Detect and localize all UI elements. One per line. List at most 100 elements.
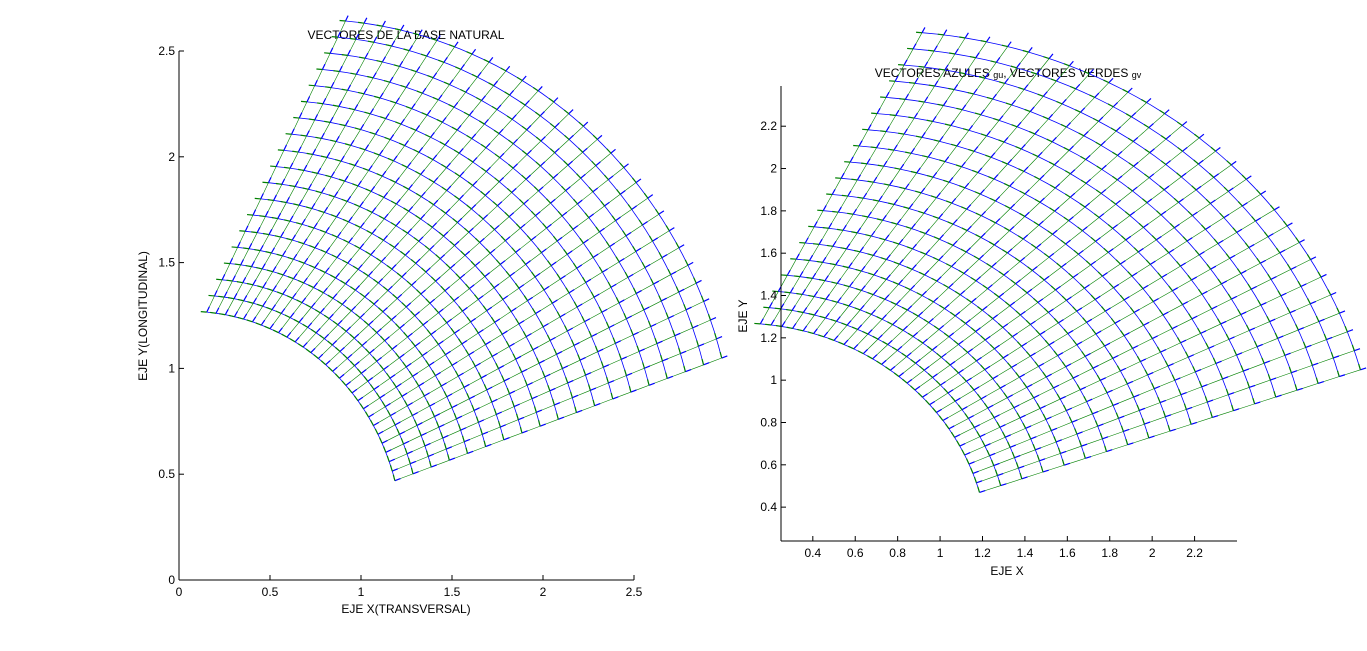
vector-gv (466, 51, 473, 55)
vector-gv (958, 185, 966, 189)
vector-gv (636, 345, 640, 352)
vector-gu (585, 372, 592, 376)
vector-gu (496, 104, 502, 110)
vector-gv (1061, 361, 1067, 368)
x-tick-label: 1.6 (1059, 546, 1076, 560)
vector-gu (1228, 392, 1235, 396)
vector-gu (903, 128, 908, 135)
vector-gu (1105, 307, 1111, 312)
vector-gv (938, 415, 944, 421)
vector-gu (347, 84, 351, 91)
vector-gv (899, 186, 906, 190)
vector-gu (1084, 352, 1091, 357)
vector-gu (1236, 352, 1243, 356)
vector-gu (1075, 83, 1081, 90)
vector-gu (1172, 287, 1178, 292)
vector-gv (1125, 113, 1132, 118)
vector-gv (1307, 298, 1311, 305)
vector-gu (837, 206, 842, 213)
vector-gu (525, 333, 532, 338)
vector-gu (840, 172, 845, 179)
vector-gu (277, 213, 282, 219)
vector-gv (427, 75, 434, 79)
vector-gu (895, 110, 900, 116)
vector-gu (424, 442, 431, 447)
vector-gu (407, 402, 413, 407)
vector-gu (1180, 339, 1187, 344)
vector-gu (1191, 315, 1198, 320)
vector-gu (396, 293, 403, 299)
y-tick-label: 0 (168, 573, 175, 587)
vector-gu (991, 262, 997, 268)
vector-gv (908, 81, 915, 84)
vector-gu (453, 296, 460, 302)
vector-gv (1297, 280, 1302, 287)
vector-gu (1164, 109, 1170, 115)
vector-gu (802, 307, 808, 313)
vector-gv (500, 67, 507, 72)
vector-gv (354, 224, 361, 228)
vector-gv (532, 308, 537, 314)
vector-gu (1070, 169, 1076, 175)
vector-gu (1009, 181, 1015, 187)
vector-gv (642, 362, 645, 369)
y-tick-label: 2.5 (158, 44, 175, 58)
vector-gu (929, 400, 936, 406)
vector-gv (425, 360, 430, 366)
vector-gu (1028, 47, 1033, 53)
vector-gv (650, 278, 655, 285)
vector-gu (620, 356, 627, 360)
vector-gu (1102, 436, 1109, 440)
vector-gu (1084, 284, 1090, 289)
vector-gv (962, 347, 969, 353)
vector-gv (556, 311, 561, 318)
vector-gu (515, 355, 522, 360)
vector-gu (792, 323, 797, 329)
vector-gu (678, 288, 685, 293)
vector-gv (582, 277, 587, 283)
vector-gu (1215, 360, 1222, 365)
vector-gu (510, 307, 517, 312)
vector-gv (317, 289, 324, 294)
vector-gu (896, 219, 902, 225)
vector-gv (1019, 212, 1026, 217)
vector-gv (400, 251, 406, 256)
vector-gv (828, 337, 835, 341)
vector-gv (595, 226, 600, 233)
vector-gu (976, 357, 982, 362)
vector-gv (1233, 349, 1238, 356)
vector-gu (1231, 295, 1238, 300)
vector-gu (876, 108, 881, 114)
vector-gu (958, 340, 964, 345)
vector-gv (358, 21, 365, 24)
vector-gu (1112, 355, 1119, 359)
vector-gu (229, 257, 234, 264)
vector-gv (1120, 425, 1124, 432)
vector-gv (879, 296, 886, 300)
vector-gu (1066, 407, 1073, 412)
vector-gu (795, 253, 800, 260)
vector-gv (474, 327, 479, 334)
vector-gv (495, 362, 500, 369)
vector-gv (315, 190, 322, 194)
vector-gv (529, 344, 534, 351)
vector-gv (606, 377, 609, 384)
vector-gv (847, 212, 854, 215)
y-tick-label: 2 (770, 162, 777, 176)
vector-gu (400, 118, 405, 125)
grid-line-v (310, 101, 554, 353)
vector-gv (366, 209, 373, 213)
vector-gu (504, 236, 511, 242)
vector-gu (1069, 192, 1076, 198)
vector-gv (899, 98, 906, 100)
vector-gu (314, 114, 319, 121)
vector-gu (618, 258, 625, 263)
vector-gu (908, 203, 914, 209)
vector-gu (500, 424, 507, 428)
x-tick-label: 0 (176, 585, 183, 599)
vector-gv (471, 360, 476, 367)
vector-gv (493, 408, 497, 415)
vector-gu (973, 146, 979, 152)
vector-gv (442, 317, 448, 324)
vector-gv (784, 291, 791, 294)
